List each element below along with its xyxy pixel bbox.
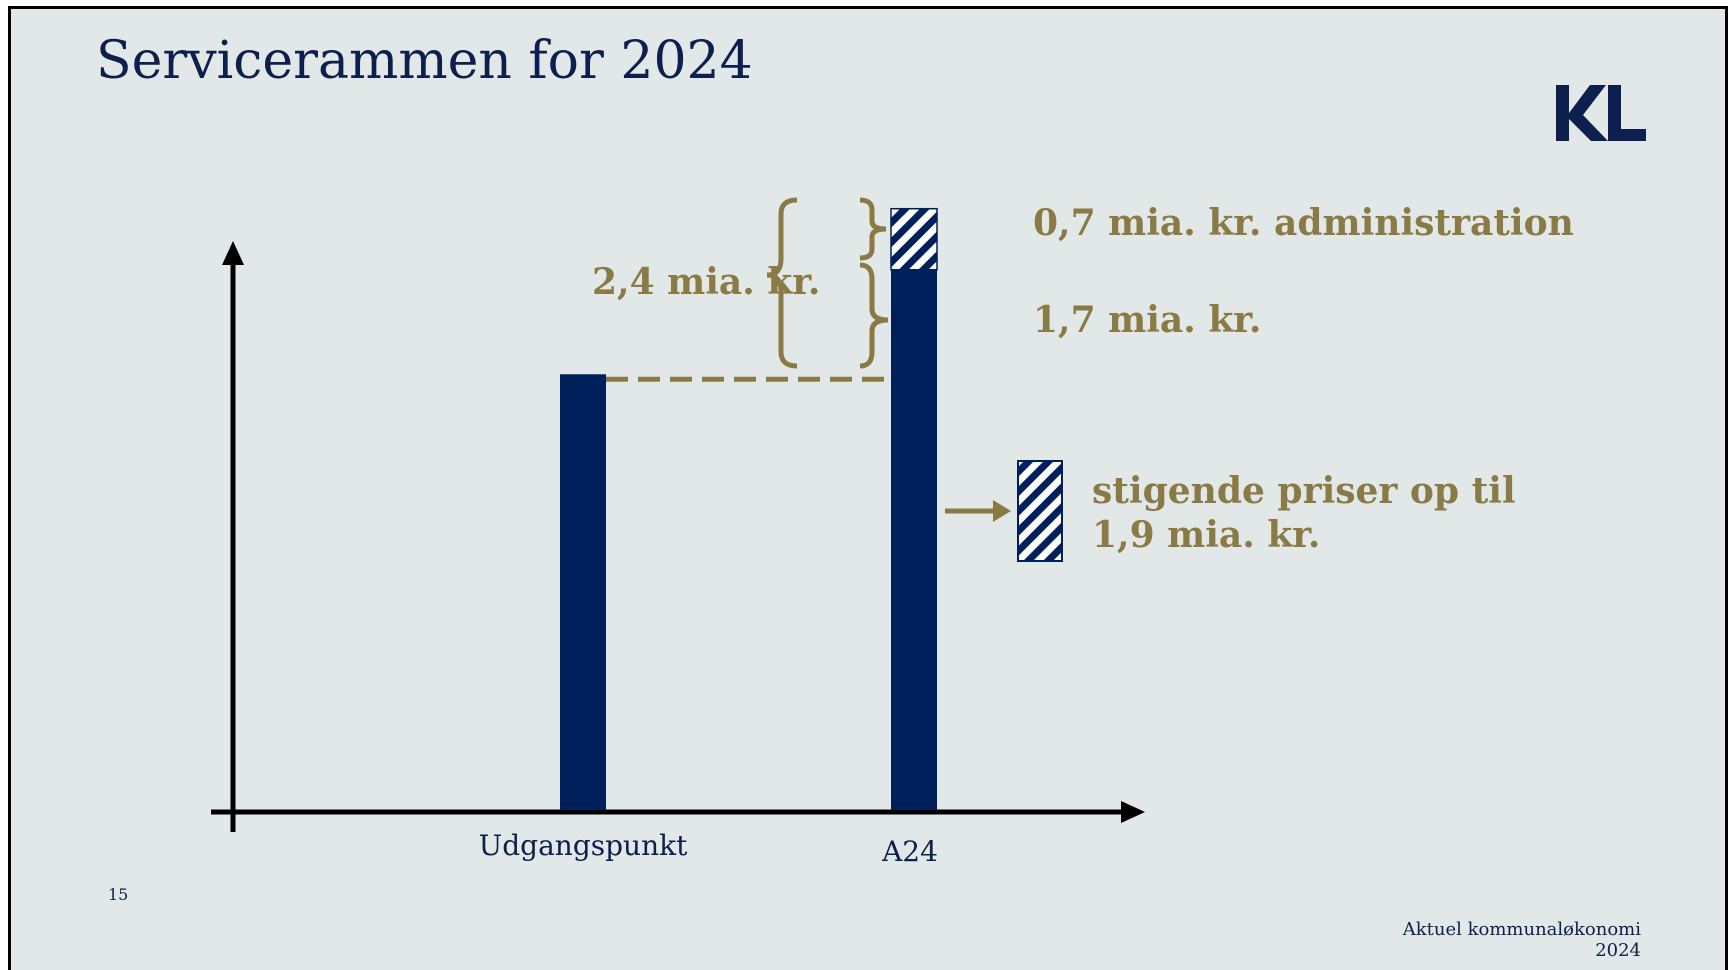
kl-logo: KL	[1556, 85, 1646, 141]
brace-total	[766, 197, 798, 369]
annotation-administration: 0,7 mia. kr. administration	[1033, 202, 1574, 244]
brace-administration	[859, 197, 887, 261]
footer-text: Aktuel kommunaløkonomi 2024	[1402, 919, 1641, 961]
slide-title: Servicerammen for 2024	[96, 31, 753, 91]
page-number: 15	[108, 885, 129, 904]
x-tick-label-a24: A24	[881, 835, 938, 868]
brace-core	[859, 262, 889, 369]
legend-arrow-icon	[993, 500, 1011, 522]
legend-label-line2: 1,9 mia. kr.	[1092, 514, 1320, 556]
x-tick-label-udgangspunkt: Udgangspunkt	[479, 829, 688, 862]
x-axis-arrow-icon	[1121, 801, 1145, 823]
bar-a24	[891, 269, 937, 810]
bar-a24-administration-segment	[890, 207, 938, 271]
legend-hatch-swatch	[1017, 460, 1063, 562]
chart: Udgangspunkt A24 2,4 mia. kr. 0,7 mia. k…	[211, 197, 1574, 868]
bar-udgangspunkt	[560, 374, 606, 810]
slide: Servicerammen for 2024 KL	[8, 6, 1728, 970]
y-axis-arrow-icon	[222, 241, 244, 265]
annotation-total: 2,4 mia. kr.	[592, 261, 820, 303]
annotation-core: 1,7 mia. kr.	[1033, 299, 1261, 341]
legend-label-line1: stigende priser op til	[1092, 470, 1516, 512]
